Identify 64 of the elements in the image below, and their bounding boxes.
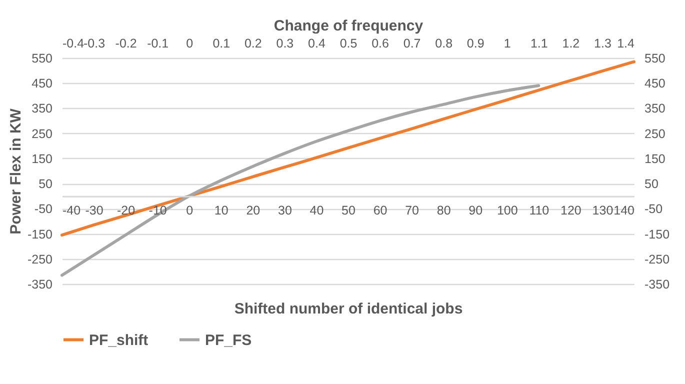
y-tick-label: -150 (27, 227, 53, 242)
x2-tick-label: -0.2 (115, 36, 137, 50)
x-tick-label: 0 (186, 204, 194, 218)
x2-tick-label: 0.9 (466, 36, 484, 50)
y2-tick-label: 550 (644, 52, 666, 66)
y-tick-label: 550 (32, 52, 53, 66)
x-tick-label: 70 (405, 204, 420, 218)
x2-tick-label: 0.3 (276, 36, 294, 50)
y-tick-label: 50 (38, 177, 53, 192)
y-tick-label: -50 (34, 202, 53, 216)
y2-tick-label: 250 (644, 126, 666, 141)
x-tick-label: 120 (560, 204, 582, 218)
x2-tick-label: -0.4 (62, 36, 84, 50)
legend-label: PF_shift (89, 332, 148, 349)
x2-tick-label: 0.6 (372, 36, 390, 50)
x-tick-label: 100 (496, 204, 518, 218)
x2-tick-label: 0.2 (244, 36, 262, 50)
y2-tick-label: 450 (644, 76, 666, 91)
y-tick-label: 250 (32, 126, 53, 141)
x2-tick-label: 0.1 (212, 36, 230, 50)
x2-tick-label: -0.1 (147, 36, 169, 50)
y2-tick-label: -250 (644, 252, 670, 266)
line-series (60, 60, 636, 237)
x-tick-label: 60 (373, 204, 388, 218)
x2-axis-title: Change of frequency (274, 18, 424, 34)
x-tick-label: 20 (246, 204, 260, 218)
x-tick-label: 80 (436, 204, 451, 218)
x2-tick-label: 0 (186, 36, 194, 50)
y-tick-label: -350 (27, 278, 53, 292)
y2-tick-label: -150 (644, 227, 670, 242)
x-axis-title: Shifted number of identical jobs (234, 300, 463, 318)
x2-tick-label: 1.4 (617, 36, 635, 50)
y2-tick-label: -350 (644, 278, 670, 292)
x-tick-label: 30 (278, 204, 292, 218)
x-tick-label: -20 (117, 204, 136, 218)
x-tick-label: 40 (310, 204, 324, 218)
legend-label: PF_FS (205, 332, 252, 349)
x-tick-label: 50 (342, 204, 356, 218)
x-tick-label: 130 (592, 204, 614, 218)
x2-tick-label: 0.4 (308, 36, 326, 50)
x2-tick-label: 1 (504, 36, 511, 50)
x2-tick-label: -0.3 (84, 36, 106, 50)
y-tick-label: 150 (32, 152, 53, 166)
x-tick-label: 140 (614, 204, 635, 218)
y2-tick-label: -50 (644, 202, 663, 216)
y2-tick-label: 50 (644, 177, 658, 192)
y2-tick-label: 350 (644, 102, 666, 116)
x2-tick-label: 0.8 (435, 36, 453, 50)
x2-tick-label: 0.5 (340, 36, 358, 50)
x2-tick-label: 0.7 (403, 36, 421, 50)
x-tick-label: -40 (62, 204, 81, 218)
y-tick-label: 350 (32, 102, 53, 116)
y-tick-label: -250 (27, 252, 53, 266)
y2-tick-label: 150 (644, 152, 666, 166)
x-tick-label: 90 (468, 204, 483, 218)
x2-tick-label: 1.1 (530, 36, 548, 50)
y-axis-title: Power Flex in KW (7, 108, 24, 234)
x2-tick-label: 1.2 (562, 36, 580, 50)
x-tick-label: -30 (85, 204, 104, 218)
x-tick-label: -10 (148, 204, 167, 218)
x2-tick-label: 1.3 (594, 36, 612, 50)
x-tick-label: 10 (214, 204, 228, 218)
y-tick-label: 450 (32, 76, 53, 91)
x-tick-label: 110 (529, 204, 550, 218)
